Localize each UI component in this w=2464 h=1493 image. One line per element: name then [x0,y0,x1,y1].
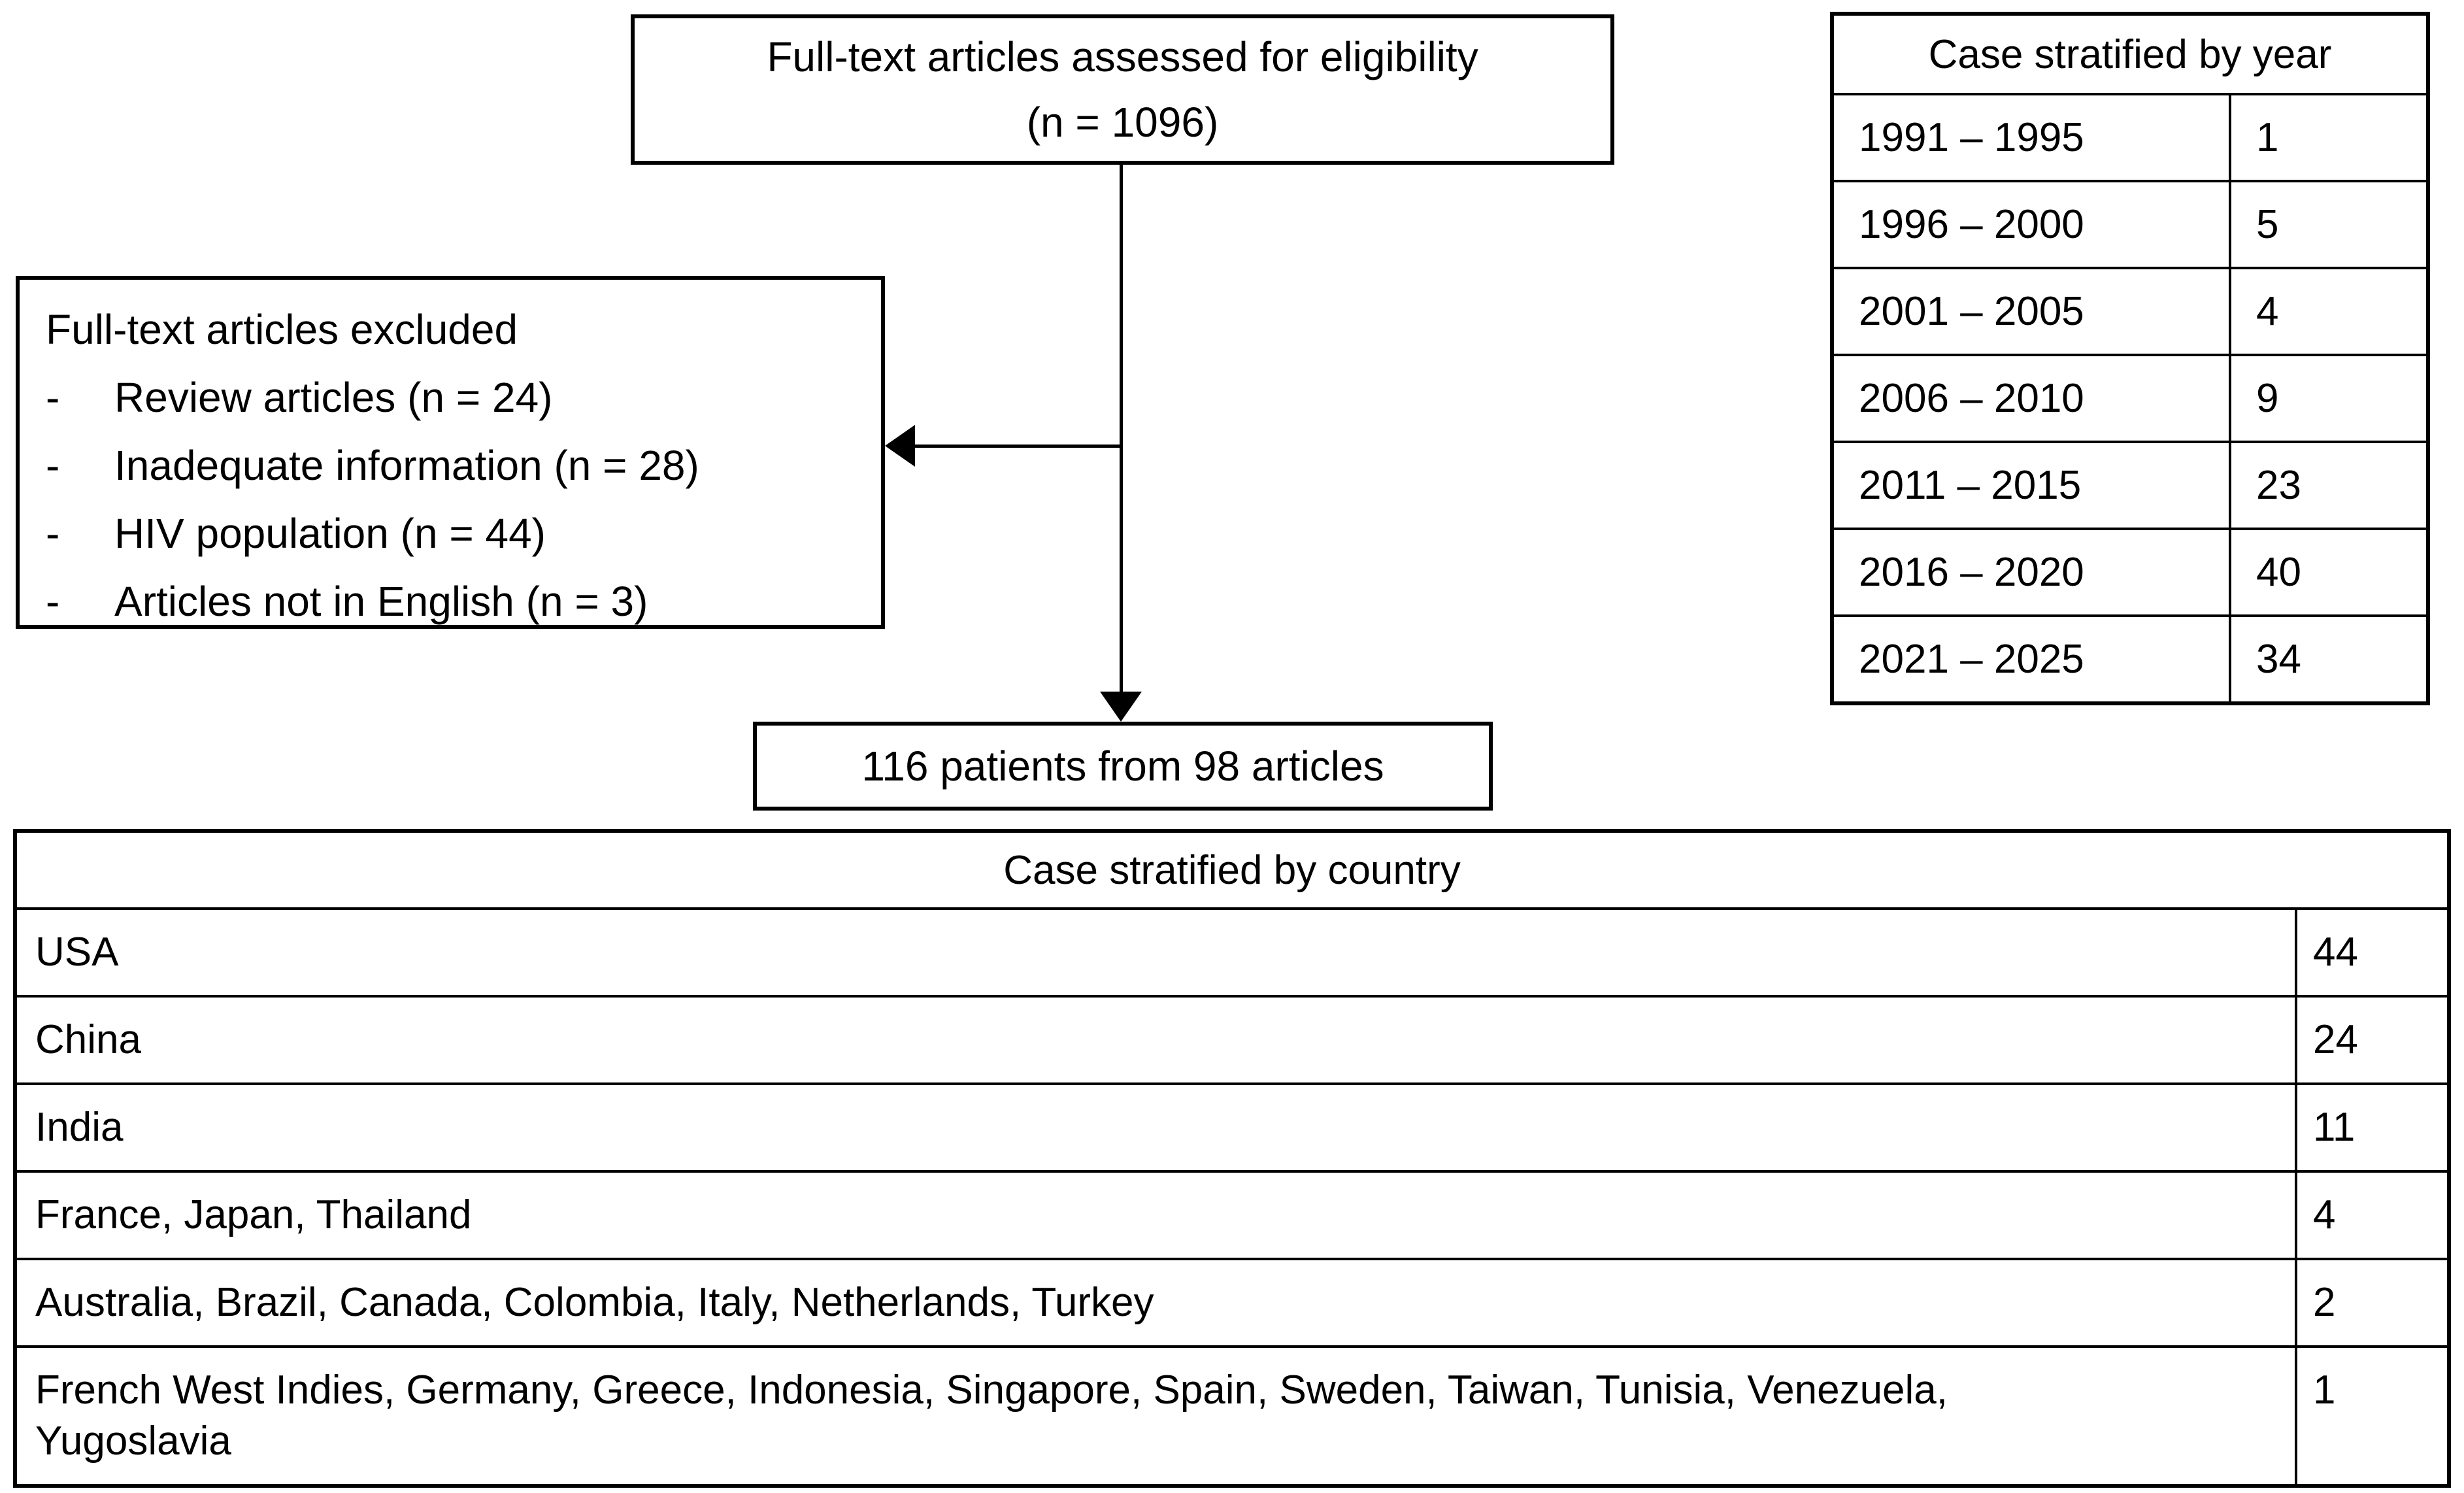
excluded-item: - Review articles (n = 24) [46,363,868,431]
eligibility-box: Full-text articles assessed for eligibil… [631,14,1614,165]
year-range-cell: 2006 – 2010 [1834,356,2231,441]
excluded-item-label: Articles not in English (n = 3) [114,578,648,625]
year-range-cell: 2021 – 2025 [1834,617,2231,701]
bullet-dash: - [46,510,60,557]
country-count-cell: 24 [2313,1017,2358,1062]
country-count-cell: 44 [2313,930,2358,975]
country-count-cell: 4 [2313,1192,2336,1237]
year-count-cell: 1 [2256,115,2279,160]
table-row: 1996 – 2000 5 [1834,180,2426,267]
country-cell: French West Indies, Germany, Greece, Ind… [17,1348,2297,1484]
flow-arrow-vertical [1120,165,1123,694]
excluded-item-label: Inadequate information (n = 28) [114,442,699,489]
table-row: French West Indies, Germany, Greece, Ind… [17,1345,2447,1484]
country-cell: USA [17,910,2297,995]
year-count-cell: 40 [2256,550,2301,595]
result-label: 116 patients from 98 articles [861,743,1384,790]
year-count-cell: 4 [2256,289,2279,334]
eligibility-count: (n = 1096) [1026,99,1219,146]
country-count-cell: 11 [2313,1105,2356,1150]
country-cell: India [17,1085,2297,1170]
year-range-cell: 2001 – 2005 [1834,269,2231,354]
table-row: 2011 – 2015 23 [1834,441,2426,528]
excluded-item-label: HIV population (n = 44) [114,510,546,557]
year-count-cell: 34 [2256,637,2301,682]
excluded-item: - HIV population (n = 44) [46,499,868,567]
year-range-cell: 2011 – 2015 [1834,443,2231,528]
bullet-dash: - [46,578,60,625]
year-table-title: Case stratified by year [1928,31,2332,77]
country-count-cell: 1 [2313,1367,2336,1413]
table-row: 2006 – 2010 9 [1834,354,2426,441]
country-cell: Australia, Brazil, Canada, Colombia, Ita… [17,1260,2297,1345]
table-row: 2021 – 2025 34 [1834,614,2426,701]
excluded-box: Full-text articles excluded - Review art… [16,276,885,629]
arrowhead-down-icon [1100,692,1142,722]
table-row: 2001 – 2005 4 [1834,267,2426,354]
year-count-cell: 5 [2256,202,2279,247]
year-count-cell: 9 [2256,376,2279,421]
country-cell: China [17,998,2297,1082]
excluded-title: Full-text articles excluded [46,306,518,353]
flow-arrow-horizontal [915,445,1121,448]
arrowhead-left-icon [885,425,915,467]
country-table-title: Case stratified by country [1003,847,1461,893]
year-range-cell: 1991 – 1995 [1834,95,2231,180]
year-range-cell: 1996 – 2000 [1834,182,2231,267]
bullet-dash: - [46,374,60,421]
eligibility-line1: Full-text articles assessed for eligibil… [767,33,1478,80]
excluded-item: - Articles not in English (n = 3) [46,567,868,635]
result-box: 116 patients from 98 articles [753,722,1493,811]
table-row: USA 44 [17,907,2447,995]
country-count-cell: 2 [2313,1280,2336,1325]
table-row: India 11 [17,1082,2447,1170]
table-row: France, Japan, Thailand 4 [17,1170,2447,1258]
country-table: Case stratified by country USA 44 China … [13,829,2451,1488]
table-row: 1991 – 1995 1 [1834,93,2426,180]
year-range-cell: 2016 – 2020 [1834,530,2231,614]
country-cell: France, Japan, Thailand [17,1173,2297,1258]
bullet-dash: - [46,442,60,489]
year-count-cell: 23 [2256,463,2301,508]
excluded-item: - Inadequate information (n = 28) [46,431,868,499]
table-row: 2016 – 2020 40 [1834,528,2426,614]
table-row: Australia, Brazil, Canada, Colombia, Ita… [17,1258,2447,1345]
table-row: China 24 [17,995,2447,1082]
excluded-item-label: Review articles (n = 24) [114,374,553,421]
year-table: Case stratified by year 1991 – 1995 1 19… [1830,12,2430,705]
